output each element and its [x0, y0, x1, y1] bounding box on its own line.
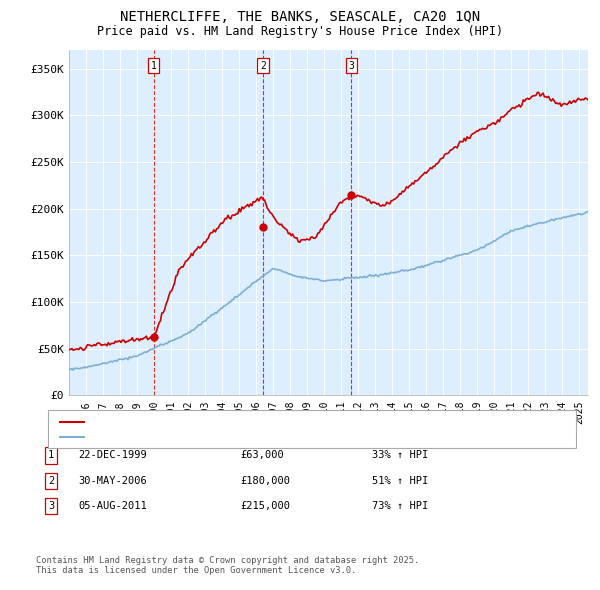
Text: 30-MAY-2006: 30-MAY-2006	[78, 476, 147, 486]
Text: 1: 1	[151, 61, 157, 71]
Text: 51% ↑ HPI: 51% ↑ HPI	[372, 476, 428, 486]
Text: £63,000: £63,000	[240, 451, 284, 460]
Text: 33% ↑ HPI: 33% ↑ HPI	[372, 451, 428, 460]
Text: 73% ↑ HPI: 73% ↑ HPI	[372, 502, 428, 511]
Text: 3: 3	[349, 61, 354, 71]
Text: 1: 1	[48, 451, 54, 460]
Text: 3: 3	[48, 502, 54, 511]
Text: 05-AUG-2011: 05-AUG-2011	[78, 502, 147, 511]
Text: 2: 2	[260, 61, 266, 71]
Text: Price paid vs. HM Land Registry's House Price Index (HPI): Price paid vs. HM Land Registry's House …	[97, 25, 503, 38]
Text: £180,000: £180,000	[240, 476, 290, 486]
Text: HPI: Average price, semi-detached house, Cumberland: HPI: Average price, semi-detached house,…	[87, 432, 406, 442]
Text: NETHERCLIFFE, THE BANKS, SEASCALE, CA20 1QN: NETHERCLIFFE, THE BANKS, SEASCALE, CA20 …	[120, 10, 480, 24]
Text: 2: 2	[48, 476, 54, 486]
Text: Contains HM Land Registry data © Crown copyright and database right 2025.
This d: Contains HM Land Registry data © Crown c…	[36, 556, 419, 575]
Text: £215,000: £215,000	[240, 502, 290, 511]
Text: 22-DEC-1999: 22-DEC-1999	[78, 451, 147, 460]
Text: NETHERCLIFFE, THE BANKS, SEASCALE, CA20 1QN (semi-detached house): NETHERCLIFFE, THE BANKS, SEASCALE, CA20 …	[87, 417, 493, 427]
